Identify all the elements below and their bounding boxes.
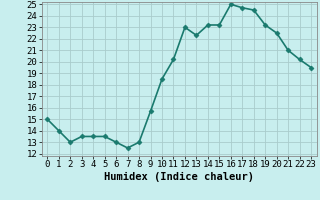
X-axis label: Humidex (Indice chaleur): Humidex (Indice chaleur) bbox=[104, 172, 254, 182]
